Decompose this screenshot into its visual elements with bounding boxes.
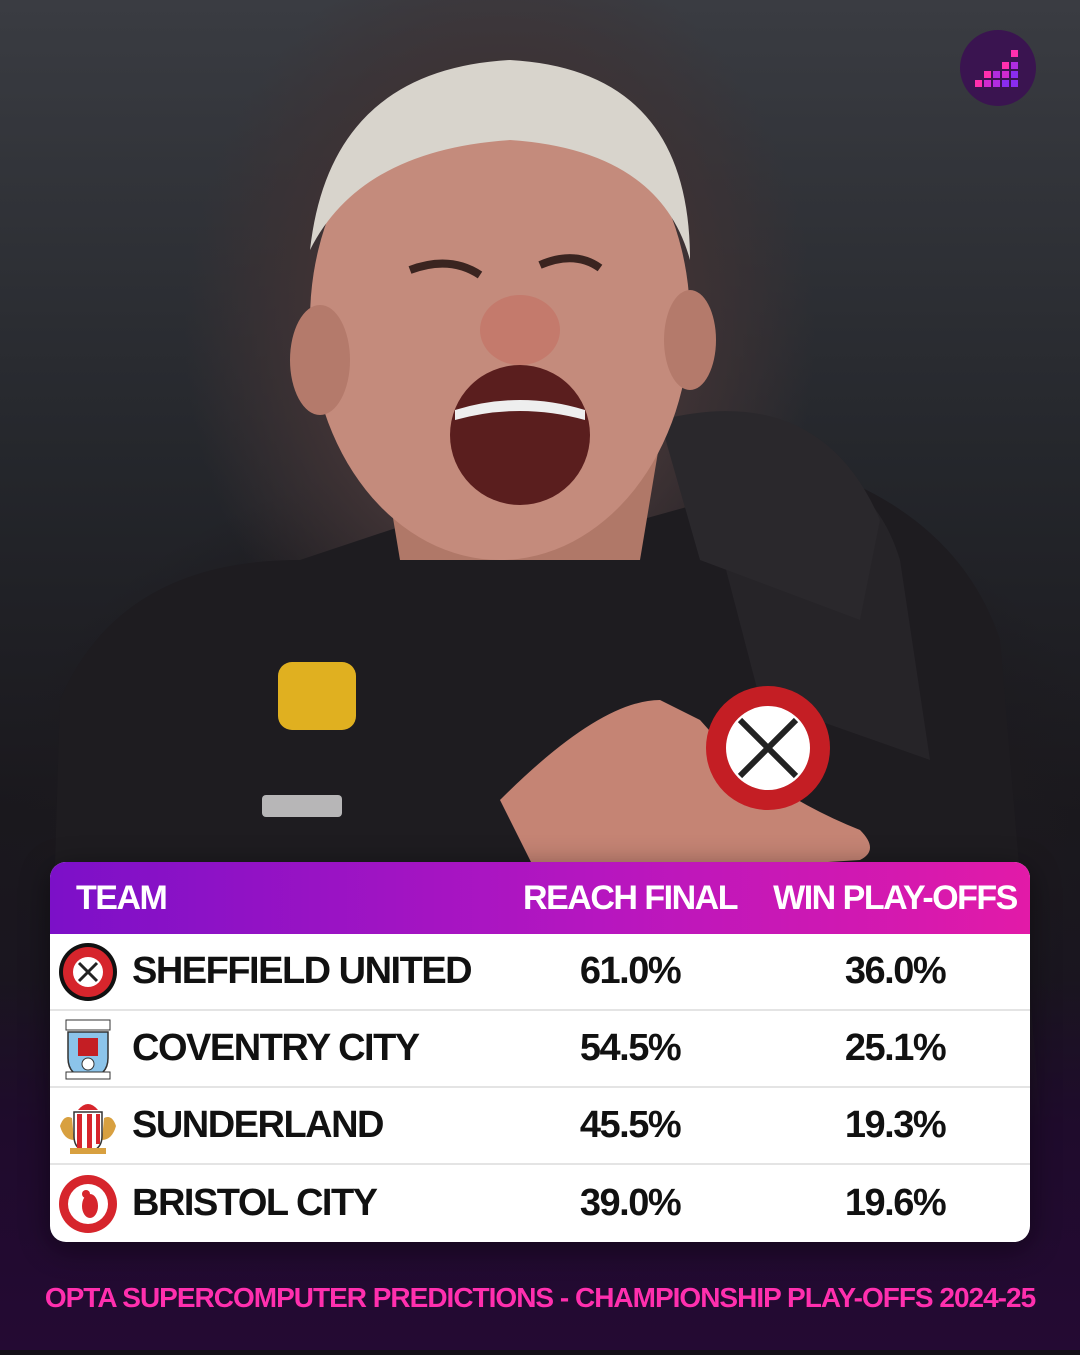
coventry-city-crest-icon (56, 1017, 120, 1081)
bristol-city-crest-icon (56, 1172, 120, 1236)
team-name: SUNDERLAND (132, 1104, 385, 1146)
reach-final-value: 45.5% (579, 1104, 682, 1146)
reach-final-value: 61.0% (579, 950, 682, 992)
table-header: TEAM REACH FINAL WIN PLAY-OFFS (50, 862, 1030, 934)
table-row: SUNDERLAND 45.5% 19.3% (50, 1088, 1030, 1165)
team-name: SHEFFIELD UNITED (132, 950, 473, 992)
win-playoffs-value: 25.1% (844, 1027, 947, 1069)
team-name: COVENTRY CITY (132, 1027, 420, 1069)
team-name: BRISTOL CITY (132, 1182, 378, 1224)
sheffield-united-crest-icon (56, 940, 120, 1004)
win-playoffs-value: 19.3% (844, 1104, 947, 1146)
opta-analyst-logo-icon (960, 30, 1036, 106)
table-row: BRISTOL CITY 39.0% 19.6% (50, 1165, 1030, 1242)
table-row: SHEFFIELD UNITED 61.0% 36.0% (50, 934, 1030, 1011)
footer-caption: OPTA SUPERCOMPUTER PREDICTIONS - CHAMPIO… (44, 1282, 1036, 1313)
header-reach-final: REACH FINAL (523, 878, 738, 917)
win-playoffs-value: 36.0% (844, 950, 947, 992)
header-win-playoffs: WIN PLAY-OFFS (773, 878, 1018, 917)
predictions-table: TEAM REACH FINAL WIN PLAY-OFFS SHEFFIELD… (50, 862, 1030, 1242)
header-team: TEAM (76, 878, 168, 917)
reach-final-value: 54.5% (579, 1027, 682, 1069)
table-row: COVENTRY CITY 54.5% 25.1% (50, 1011, 1030, 1088)
win-playoffs-value: 19.6% (844, 1182, 947, 1224)
sunderland-crest-icon (56, 1094, 120, 1158)
reach-final-value: 39.0% (579, 1182, 682, 1224)
